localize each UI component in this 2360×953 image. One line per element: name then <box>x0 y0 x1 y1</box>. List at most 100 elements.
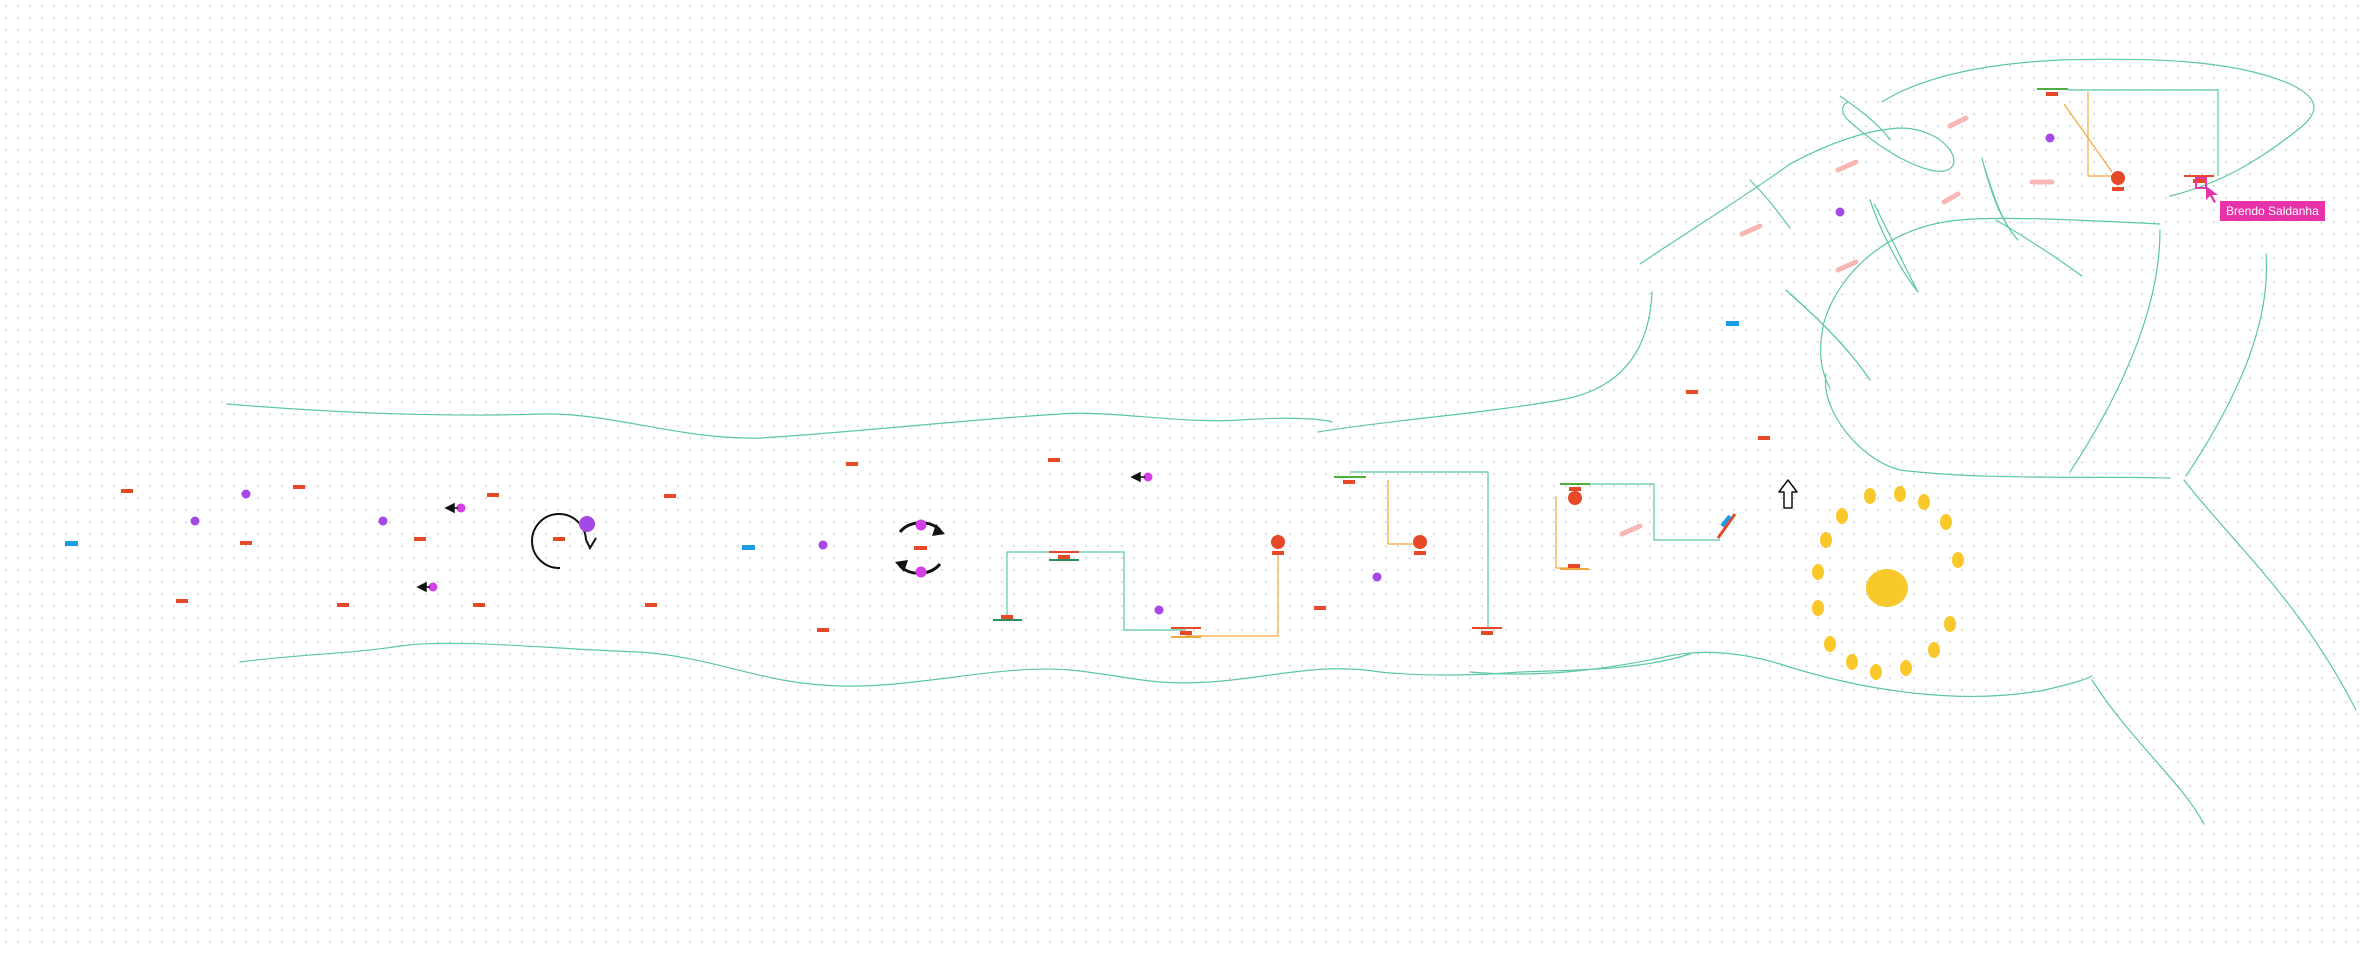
node-led[interactable] <box>1413 535 1427 555</box>
right-long-stroke-2[interactable] <box>2185 253 2268 477</box>
orange-diagonal[interactable] <box>2063 103 2113 173</box>
node-led[interactable] <box>2111 171 2125 191</box>
orange-connector-2[interactable] <box>1387 480 1418 545</box>
pink-dash[interactable] <box>1835 259 1859 273</box>
lower-bank-stroke[interactable] <box>239 642 1691 687</box>
orange-connectors <box>1186 92 2118 637</box>
node-led[interactable] <box>1568 491 1582 505</box>
inner-leaf-stroke-5[interactable] <box>1839 95 1891 141</box>
orange-connector-4[interactable] <box>2087 92 2118 177</box>
node-switch[interactable] <box>1716 513 1737 539</box>
teal-connector-4[interactable] <box>2068 89 2219 176</box>
node-capacitor[interactable] <box>2184 175 2214 183</box>
red-dash[interactable] <box>1758 436 1770 440</box>
red-dash[interactable] <box>487 493 499 497</box>
teal-connector-1[interactable] <box>1006 551 1186 631</box>
red-dash[interactable] <box>817 628 829 632</box>
dot-with-arrow[interactable] <box>416 581 438 593</box>
collaborator-name-tag: Brendo Saldanha <box>2219 200 2326 222</box>
node-capacitor[interactable] <box>1171 627 1201 638</box>
red-dash[interactable] <box>176 599 188 603</box>
red-dash[interactable] <box>664 494 676 498</box>
orange-connector-1[interactable] <box>1186 554 1279 637</box>
blue-dashes <box>65 321 1739 550</box>
pink-dash[interactable] <box>1941 191 1961 205</box>
node-capacitor[interactable] <box>1049 551 1079 561</box>
red-dash[interactable] <box>1314 606 1326 610</box>
pink-dash[interactable] <box>1947 115 1969 129</box>
node-capacitor[interactable] <box>1560 483 1590 491</box>
inner-loop-stroke[interactable] <box>1995 219 2083 277</box>
head-lower-curve[interactable] <box>1824 373 2171 479</box>
teal-connector-2[interactable] <box>1350 471 1489 628</box>
pink-dash[interactable] <box>1739 223 1763 237</box>
purple-dot[interactable] <box>378 516 388 526</box>
blue-dash[interactable] <box>742 545 755 550</box>
pink-dash[interactable] <box>1835 159 1859 173</box>
upper-bank-stroke[interactable] <box>226 403 1333 439</box>
moving-dots <box>416 471 1153 593</box>
dot-with-arrow[interactable] <box>444 502 466 514</box>
freehand-strokes <box>226 58 2357 825</box>
purple-dot[interactable] <box>190 516 200 526</box>
head-top-stroke[interactable] <box>1881 58 2315 197</box>
red-dashes <box>121 390 1770 632</box>
arrow-left-icon <box>444 502 458 514</box>
pink-dash[interactable] <box>1619 523 1643 537</box>
teal-connectors <box>1006 89 2219 631</box>
head-inner-curve[interactable] <box>1820 217 2161 389</box>
red-dash[interactable] <box>1048 458 1060 462</box>
cursor-pointer-icon <box>2206 186 2218 203</box>
sun-core[interactable] <box>1866 569 1908 607</box>
red-dash[interactable] <box>240 541 252 545</box>
blue-dash[interactable] <box>1726 321 1739 326</box>
head-outline-stroke[interactable] <box>1639 101 1955 265</box>
rotate-icon[interactable] <box>531 513 597 570</box>
dot-with-arrow[interactable] <box>1130 471 1153 483</box>
orange-connector-3[interactable] <box>1555 496 1580 569</box>
node-capacitor[interactable] <box>1560 564 1589 570</box>
inner-leaf-stroke-3[interactable] <box>1785 289 1871 381</box>
red-dash[interactable] <box>553 537 565 541</box>
purple-dot[interactable] <box>241 489 251 499</box>
teal-connector-3[interactable] <box>1574 483 1720 541</box>
purple-dot[interactable] <box>2045 133 2055 143</box>
bottom-tail-stroke[interactable] <box>2091 679 2205 825</box>
pink-dashes <box>1619 115 2055 537</box>
red-dash[interactable] <box>293 485 305 489</box>
arrow-left-icon <box>1130 471 1145 483</box>
red-dash[interactable] <box>1686 390 1698 394</box>
sun[interactable] <box>1812 486 1964 680</box>
node-capacitor[interactable] <box>1334 476 1366 484</box>
red-dash[interactable] <box>121 489 133 493</box>
purple-dot[interactable] <box>1154 605 1164 615</box>
inner-leaf-stroke-2[interactable] <box>1869 199 1919 293</box>
node-capacitor[interactable] <box>2037 88 2068 96</box>
blue-dash[interactable] <box>65 541 78 546</box>
red-dash[interactable] <box>414 537 426 541</box>
purple-dot[interactable] <box>818 540 828 550</box>
right-tail-stroke[interactable] <box>2183 479 2357 711</box>
component-nodes <box>993 88 2214 638</box>
red-dash[interactable] <box>337 603 349 607</box>
arrow-up-icon[interactable] <box>1778 479 1798 509</box>
connector-bank-stroke[interactable] <box>1317 291 1653 433</box>
inner-leaf-stroke[interactable] <box>1981 157 2019 241</box>
lower-bank-stroke-2[interactable] <box>1469 651 2093 697</box>
red-dash[interactable] <box>645 603 657 607</box>
arrow-left-icon <box>416 581 430 593</box>
node-capacitor[interactable] <box>993 615 1022 621</box>
purple-dot[interactable] <box>1835 207 1845 217</box>
red-dash[interactable] <box>846 462 858 466</box>
red-dash[interactable] <box>473 603 485 607</box>
node-ground[interactable] <box>1472 627 1502 635</box>
purple-dots <box>190 133 2055 615</box>
purple-dot[interactable] <box>1372 572 1382 582</box>
node-led[interactable] <box>1271 535 1285 555</box>
sync-arrows-icon[interactable] <box>895 519 945 578</box>
collaborator-cursor <box>2195 177 2218 203</box>
inner-leaf-stroke-4[interactable] <box>1749 179 1791 229</box>
right-long-stroke[interactable] <box>2069 229 2161 473</box>
